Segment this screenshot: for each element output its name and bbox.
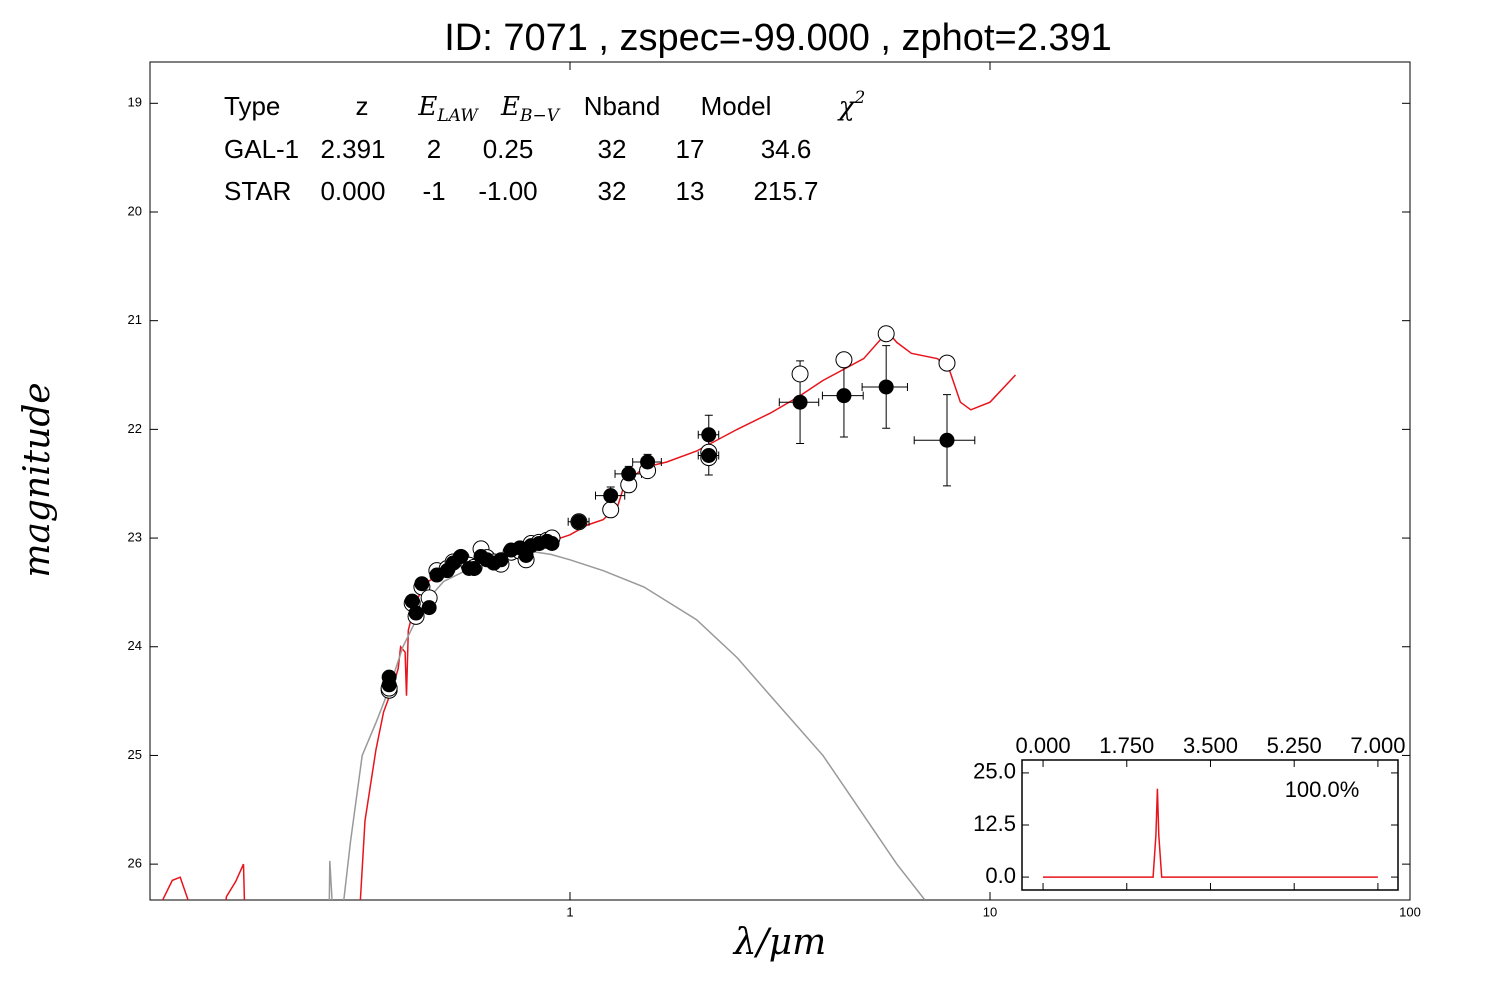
table-type: STAR [224, 176, 291, 206]
header-text: Nband [584, 91, 661, 121]
y-tick-label: 25.0 [973, 759, 1016, 784]
observed-point [878, 379, 894, 395]
table-cell: 2 [427, 134, 441, 164]
observed-point [493, 552, 509, 568]
table-header: Model [701, 91, 772, 121]
observed-point [603, 488, 619, 504]
y-tick-label: 21 [128, 312, 142, 327]
table-cell: 0.25 [483, 134, 534, 164]
observed-point [544, 535, 560, 551]
table-header: χ2 [837, 88, 866, 123]
x-axis-label: λ/μm [732, 922, 826, 963]
observed-point [621, 466, 637, 482]
header-text: χ [837, 92, 857, 122]
model-point [791, 365, 809, 383]
plot-content [161, 325, 1017, 900]
observed-point [453, 549, 469, 565]
table-type: GAL-1 [224, 134, 299, 164]
model-point [835, 351, 853, 369]
observed-point [836, 388, 852, 404]
model-point [602, 501, 620, 519]
y-tick-label: 25 [128, 747, 142, 762]
y-tick-label: 20 [128, 203, 142, 218]
observed-point [701, 427, 717, 443]
x-tick-label: 1 [566, 904, 573, 919]
table-cell: -1 [422, 176, 445, 206]
x-tick-label: 5.250 [1267, 733, 1322, 758]
y-tick-label: 22 [128, 421, 142, 436]
table-cell: 17 [676, 134, 705, 164]
x-tick-label: 7.000 [1350, 733, 1405, 758]
table-header: Type [224, 91, 280, 121]
plot-frame [149, 61, 1411, 901]
chart-title: ID: 7071 , zspec=-99.000 , zphot=2.391 [444, 17, 1112, 59]
table-cell: -1.00 [478, 176, 537, 206]
y-tick-label: 24 [128, 638, 142, 653]
pdf-line [1043, 788, 1378, 878]
y-tick-label: 0.0 [985, 863, 1016, 888]
y-tick-label: 26 [128, 856, 142, 871]
header-text: Type [224, 91, 280, 121]
inset-plot: 0.000 1.750 3.500 5.250 7.000 0.0 12.5 25.0 100.… [973, 733, 1405, 891]
observed-point [381, 677, 397, 693]
observed-point [939, 432, 955, 448]
observed-point [701, 447, 717, 463]
observed-point [466, 560, 482, 576]
observed-point [640, 454, 656, 470]
y-axis-label: magnitude [17, 382, 58, 577]
header-text: E [500, 92, 520, 122]
x-tick-label: 3.500 [1183, 733, 1238, 758]
header-subscript: LAW [436, 106, 479, 126]
observed-point [571, 514, 587, 530]
y-tick-label: 19 [128, 95, 142, 110]
table-header: EB−V [500, 92, 561, 126]
table-cell: 215.7 [753, 176, 818, 206]
y-tick-label: 23 [128, 529, 142, 544]
header-text: z [356, 91, 369, 121]
observed-point [421, 600, 437, 616]
observed-point [408, 605, 424, 621]
model-point [877, 325, 895, 343]
y-tick-label: 12.5 [973, 811, 1016, 836]
table-cell: 32 [598, 176, 627, 206]
annotation: 100.0% [1285, 777, 1360, 802]
model-point [938, 354, 956, 372]
table-header: z [356, 91, 369, 121]
header-text: Model [701, 91, 772, 121]
x-tick-label: 100 [1399, 904, 1421, 919]
observed-point [792, 394, 808, 410]
observed-point [414, 576, 430, 592]
observed-point [404, 593, 420, 609]
x-tick-label: 0.000 [1016, 733, 1071, 758]
table-header: ELAW [417, 92, 479, 126]
table-cell: 32 [598, 134, 627, 164]
header-text: E [417, 92, 437, 122]
table-header: Nband [584, 91, 661, 121]
table-cell: 34.6 [761, 134, 812, 164]
x-tick-label: 1.750 [1099, 733, 1154, 758]
table-cell: 13 [676, 176, 705, 206]
header-subscript: B−V [519, 106, 561, 126]
table-cell: 0.000 [320, 176, 385, 206]
header-superscript: 2 [853, 88, 865, 108]
table-cell: 2.391 [320, 134, 385, 164]
x-tick-label: 10 [983, 904, 997, 919]
